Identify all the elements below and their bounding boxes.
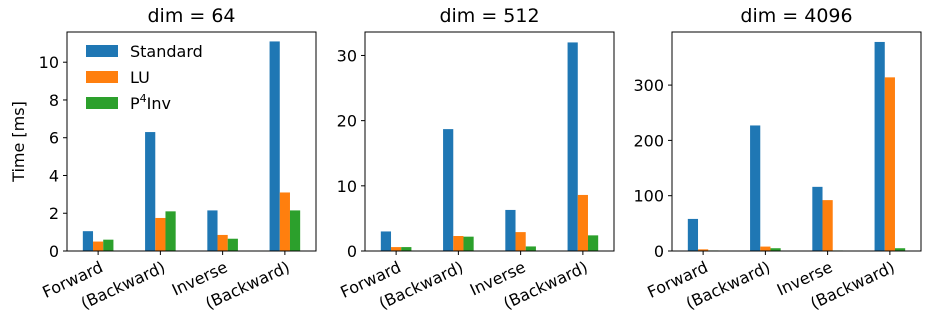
plot-frame xyxy=(66,31,317,252)
legend: Standard LU P4Inv xyxy=(86,42,203,113)
bar-lu-2 xyxy=(453,236,464,251)
bar-lu-3 xyxy=(515,232,526,251)
bar-p4inv-3 xyxy=(227,238,238,251)
bar-lu-4 xyxy=(884,77,895,251)
y-tick-label: 6 xyxy=(49,129,59,148)
legend-swatch-lu xyxy=(86,71,118,83)
y-tick-label: 4 xyxy=(49,166,59,185)
bar-lu-4 xyxy=(279,192,290,251)
y-tick-label: 20 xyxy=(337,112,357,131)
bar-p4inv-4 xyxy=(289,210,301,251)
bar-p4inv-1 xyxy=(103,239,114,251)
bar-standard-4 xyxy=(874,41,885,252)
bar-p4inv-1 xyxy=(401,247,412,251)
y-tick-label: 0 xyxy=(347,242,357,261)
y-tick-label: 2 xyxy=(49,204,59,223)
bar-standard-4 xyxy=(567,42,578,252)
bar-standard-1 xyxy=(380,231,392,251)
bar-lu-3 xyxy=(217,234,228,251)
bar-standard-2 xyxy=(750,125,761,251)
plot-frame xyxy=(671,31,922,252)
bar-lu-1 xyxy=(698,249,709,251)
bar-standard-2 xyxy=(145,132,156,251)
y-tick-label: 10 xyxy=(39,53,59,72)
bar-p4inv-2 xyxy=(463,236,474,251)
y-tick-label: 100 xyxy=(633,187,664,206)
bar-standard-3 xyxy=(207,210,218,251)
panel-title: dim = 4096 xyxy=(740,5,852,27)
y-tick-label: 8 xyxy=(49,91,59,110)
legend-swatch-p4inv xyxy=(86,97,118,109)
legend-swatch-standard xyxy=(86,45,118,57)
bar-standard-3 xyxy=(812,186,823,251)
bar-p4inv-4 xyxy=(894,248,906,251)
y-tick-label: 300 xyxy=(633,76,664,95)
y-tick-label: 200 xyxy=(633,131,664,150)
y-tick-label: 0 xyxy=(49,242,59,261)
y-tick-label: 30 xyxy=(337,46,357,65)
bar-standard-4 xyxy=(269,41,280,251)
legend-label-lu: LU xyxy=(130,68,150,87)
bar-lu-4 xyxy=(577,194,588,251)
bar-standard-3 xyxy=(505,209,516,251)
bar-lu-3 xyxy=(822,200,833,251)
panel-title: dim = 64 xyxy=(147,5,235,27)
bar-standard-1 xyxy=(82,231,94,251)
legend-label-standard: Standard xyxy=(130,42,203,61)
bar-p4inv-2 xyxy=(770,248,781,251)
y-tick-label: 0 xyxy=(654,242,664,261)
bar-lu-1 xyxy=(93,241,104,251)
plot-frame xyxy=(364,31,615,252)
panel-title: dim = 512 xyxy=(439,5,539,27)
legend-label-p4inv: P4Inv xyxy=(130,92,171,113)
bar-standard-1 xyxy=(687,218,699,251)
bar-lu-2 xyxy=(760,246,771,251)
bar-p4inv-2 xyxy=(165,211,176,251)
y-tick-label: 10 xyxy=(337,177,357,196)
bar-standard-2 xyxy=(443,129,454,251)
bar-p4inv-3 xyxy=(525,246,536,251)
y-axis-label: Time [ms] xyxy=(9,101,28,183)
bar-lu-2 xyxy=(155,217,166,251)
bar-p4inv-4 xyxy=(587,235,599,251)
bar-lu-1 xyxy=(391,247,402,251)
